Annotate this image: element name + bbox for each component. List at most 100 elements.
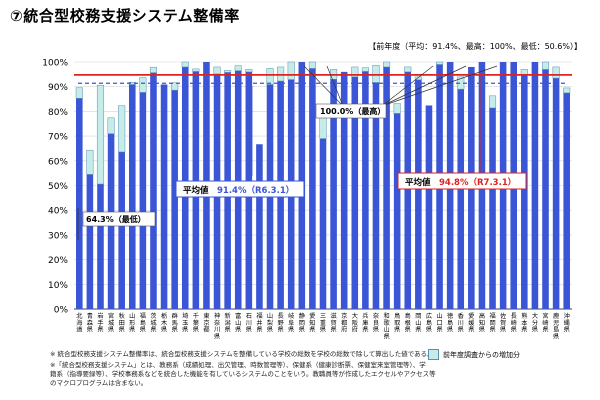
bar-increase [107, 117, 115, 134]
x-tick-label: 滋賀県 [331, 312, 337, 334]
avg-now-label: 平均値 [405, 177, 431, 188]
x-tick-label: 静岡県 [299, 312, 305, 334]
bar-current [563, 92, 570, 309]
x-tick-label: 岩手県 [97, 312, 103, 334]
y-tick-label: 100% [42, 59, 68, 69]
bar-current [128, 84, 136, 310]
bar-increase [383, 61, 391, 68]
bar-increase [393, 103, 401, 114]
x-tick-label: 兵庫県 [362, 312, 368, 334]
bar-current [139, 92, 147, 309]
bar-current [362, 71, 369, 309]
annotation-max-arrows [303, 65, 498, 107]
x-tick-label: 宮城県 [108, 312, 114, 334]
bar-current [552, 78, 560, 310]
x-tick-label: 大分県 [532, 312, 538, 334]
bar-current [171, 90, 178, 310]
bar-increase [118, 105, 126, 153]
x-tick-label: 鹿児島県 [553, 312, 559, 340]
x-tick-label: 長野県 [278, 313, 284, 334]
bar-current [393, 113, 401, 309]
legend: 前年度調査からの増加分 [428, 349, 520, 360]
x-tick-label: 三重県 [320, 313, 326, 334]
bar-increase [181, 61, 189, 68]
legend-increase-swatch [428, 349, 439, 360]
y-tick-label: 50% [48, 182, 68, 192]
bar-increase [488, 95, 497, 109]
x-tick-label: 福岡県 [489, 312, 495, 334]
y-tick-label: 70% [48, 133, 68, 143]
bar-current [457, 89, 465, 309]
bar-current [372, 82, 380, 309]
y-tick-label: 60% [48, 157, 68, 167]
x-tick-label: 鳥取県 [394, 312, 400, 334]
x-tick-label: 栃木県 [161, 312, 167, 334]
bar-increase [436, 61, 444, 65]
bar-increase [520, 69, 528, 75]
bar-increase [372, 64, 380, 83]
bar-increase [96, 84, 105, 185]
x-tick-label: 富山県 [235, 312, 241, 334]
avg-prev-box [175, 180, 305, 198]
x-tick-label: 山口県 [436, 312, 442, 334]
bar-current [415, 79, 422, 309]
bar-increase [266, 68, 274, 85]
x-tick-label: 徳島県 [447, 312, 454, 334]
annotation-max: 100.0%（最高） [320, 106, 385, 116]
bar-current [150, 72, 157, 309]
x-tick-label: 高知県 [479, 312, 485, 334]
avg-now-value: 94.8%（R7.3.1） [439, 177, 516, 188]
y-tick-label: 80% [48, 108, 68, 118]
x-tick-label: 長崎県 [511, 313, 517, 334]
bar-current [309, 68, 316, 309]
bar-increase [563, 87, 571, 94]
bar-current [489, 107, 496, 309]
footnote-2: ※「統合型校務支援システム」とは、教務系（成績処理、出欠管理、時数管理等）、保健… [50, 361, 426, 369]
bar-current [521, 74, 528, 309]
legend-increase-label: 前年度調査からの増加分 [443, 350, 520, 359]
x-tick-label: 沖縄県 [564, 312, 570, 334]
footnote-4: のマクロプログラムは含まない。 [50, 379, 148, 387]
x-tick-label: 岡山県 [415, 313, 421, 334]
annotation-max-box [315, 103, 387, 119]
x-tick-label: 福島県 [140, 312, 146, 334]
bar-current [330, 79, 337, 309]
average-lines [74, 73, 572, 84]
prev-year-note: 【前年度（平均：91.4%、最高：100%、最低：50.6%）】 [368, 42, 582, 51]
footnote-1: ※ 統合型校務支援システム整備率は、統合型校務支援システムを整備している学校の総… [50, 350, 434, 358]
bar-increase [245, 69, 253, 73]
x-tick-label: 熊本県 [521, 312, 527, 334]
bar-current [256, 144, 263, 309]
y-tick-label: 20% [48, 256, 68, 266]
bar-increase [287, 61, 295, 80]
y-tick-label: 40% [48, 207, 68, 217]
x-tick-label: 東京都 [203, 312, 209, 334]
bar-current [383, 66, 390, 309]
x-tick-label: 京都府 [341, 312, 347, 334]
x-tick-label: 岐阜県 [288, 312, 294, 334]
bar-current [542, 69, 549, 309]
x-tick-label: 群馬県 [172, 312, 178, 334]
bar-increase [234, 65, 242, 71]
bar-increase [361, 67, 369, 72]
bar-current [404, 71, 412, 309]
bar-current [76, 98, 83, 310]
x-tick-label: 茨城県 [150, 312, 156, 334]
y-tick-label: 0% [54, 306, 69, 316]
bar-increase [75, 87, 83, 99]
x-tick-label: 山梨県 [267, 312, 273, 334]
bar-current [425, 105, 433, 309]
bar-current [160, 84, 168, 310]
bar-increase [192, 68, 200, 72]
avg-prev-label: 平均値 [183, 185, 209, 196]
bar-increase [351, 66, 359, 78]
x-tick-label: 青森県 [87, 312, 94, 334]
bar-current [86, 174, 94, 309]
bar-increase [139, 77, 147, 93]
bar-increase [308, 61, 316, 69]
x-tick-label: 大阪府 [352, 312, 358, 334]
bar-increase [213, 66, 221, 75]
x-tick-label: 広島県 [426, 312, 432, 334]
bar-current [319, 138, 327, 309]
x-tick-label: 神奈川県 [214, 312, 220, 340]
